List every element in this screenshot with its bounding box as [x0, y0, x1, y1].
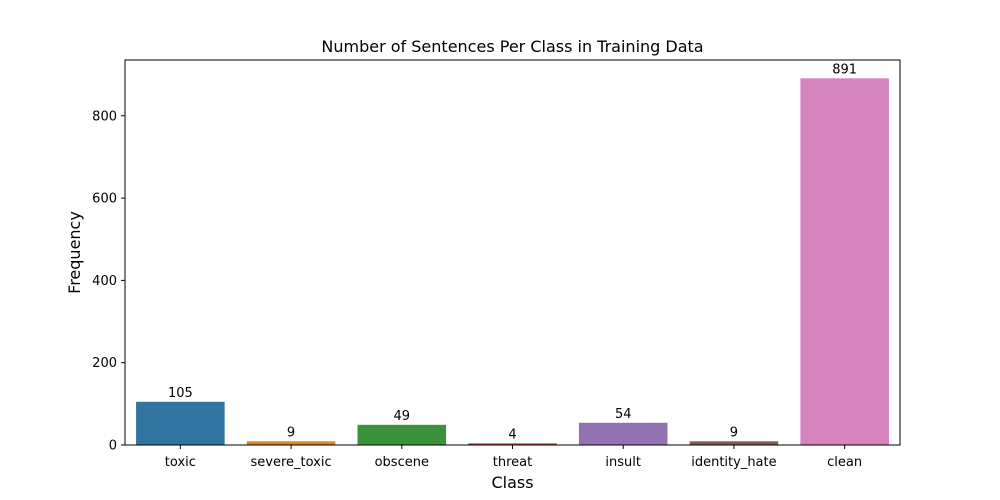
x-axis: toxic severe_toxic obscene threat insult iden…: [165, 445, 862, 470]
data-label-identity_hate: 9: [730, 425, 738, 440]
y-axis-label: Frequency: [65, 211, 84, 294]
data-label-clean: 891: [832, 62, 857, 77]
data-label-toxic: 105: [168, 386, 193, 401]
bar-threat: [468, 443, 557, 445]
bar-obscene: [357, 424, 447, 445]
bars-group: [136, 78, 889, 445]
x-axis-label: Class: [491, 473, 533, 492]
y-tick-label: 400: [92, 274, 117, 289]
data-labels-group: 105 9 49 4 54 9 891: [168, 62, 857, 442]
y-tick-label: 200: [92, 356, 117, 371]
data-label-insult: 54: [615, 407, 632, 422]
plot-frame: [124, 59, 901, 446]
bar-insult: [578, 422, 668, 445]
y-tick-label: 0: [109, 439, 117, 454]
x-tick-label-obscene: obscene: [375, 455, 429, 470]
data-label-severe_toxic: 9: [287, 425, 295, 440]
x-tick-label-identity_hate: identity_hate: [691, 455, 776, 470]
x-tick-label-toxic: toxic: [165, 455, 196, 470]
y-tick-label: 600: [92, 192, 117, 207]
x-tick-label-clean: clean: [827, 455, 862, 470]
x-tick-label-severe_toxic: severe_toxic: [251, 455, 332, 470]
y-tick-label: 800: [92, 109, 117, 124]
x-tick-label-threat: threat: [493, 455, 532, 470]
x-tick-label-insult: insult: [605, 455, 641, 470]
bar-clean: [800, 78, 889, 445]
chart-title: Number of Sentences Per Class in Trainin…: [321, 37, 703, 56]
data-label-obscene: 49: [394, 409, 411, 424]
data-label-threat: 4: [508, 427, 516, 442]
bar-toxic: [136, 401, 225, 445]
bar-identity_hate: [689, 441, 779, 445]
y-axis: 0 200 400 600 800: [92, 109, 125, 454]
bar-severe_toxic: [246, 441, 336, 445]
